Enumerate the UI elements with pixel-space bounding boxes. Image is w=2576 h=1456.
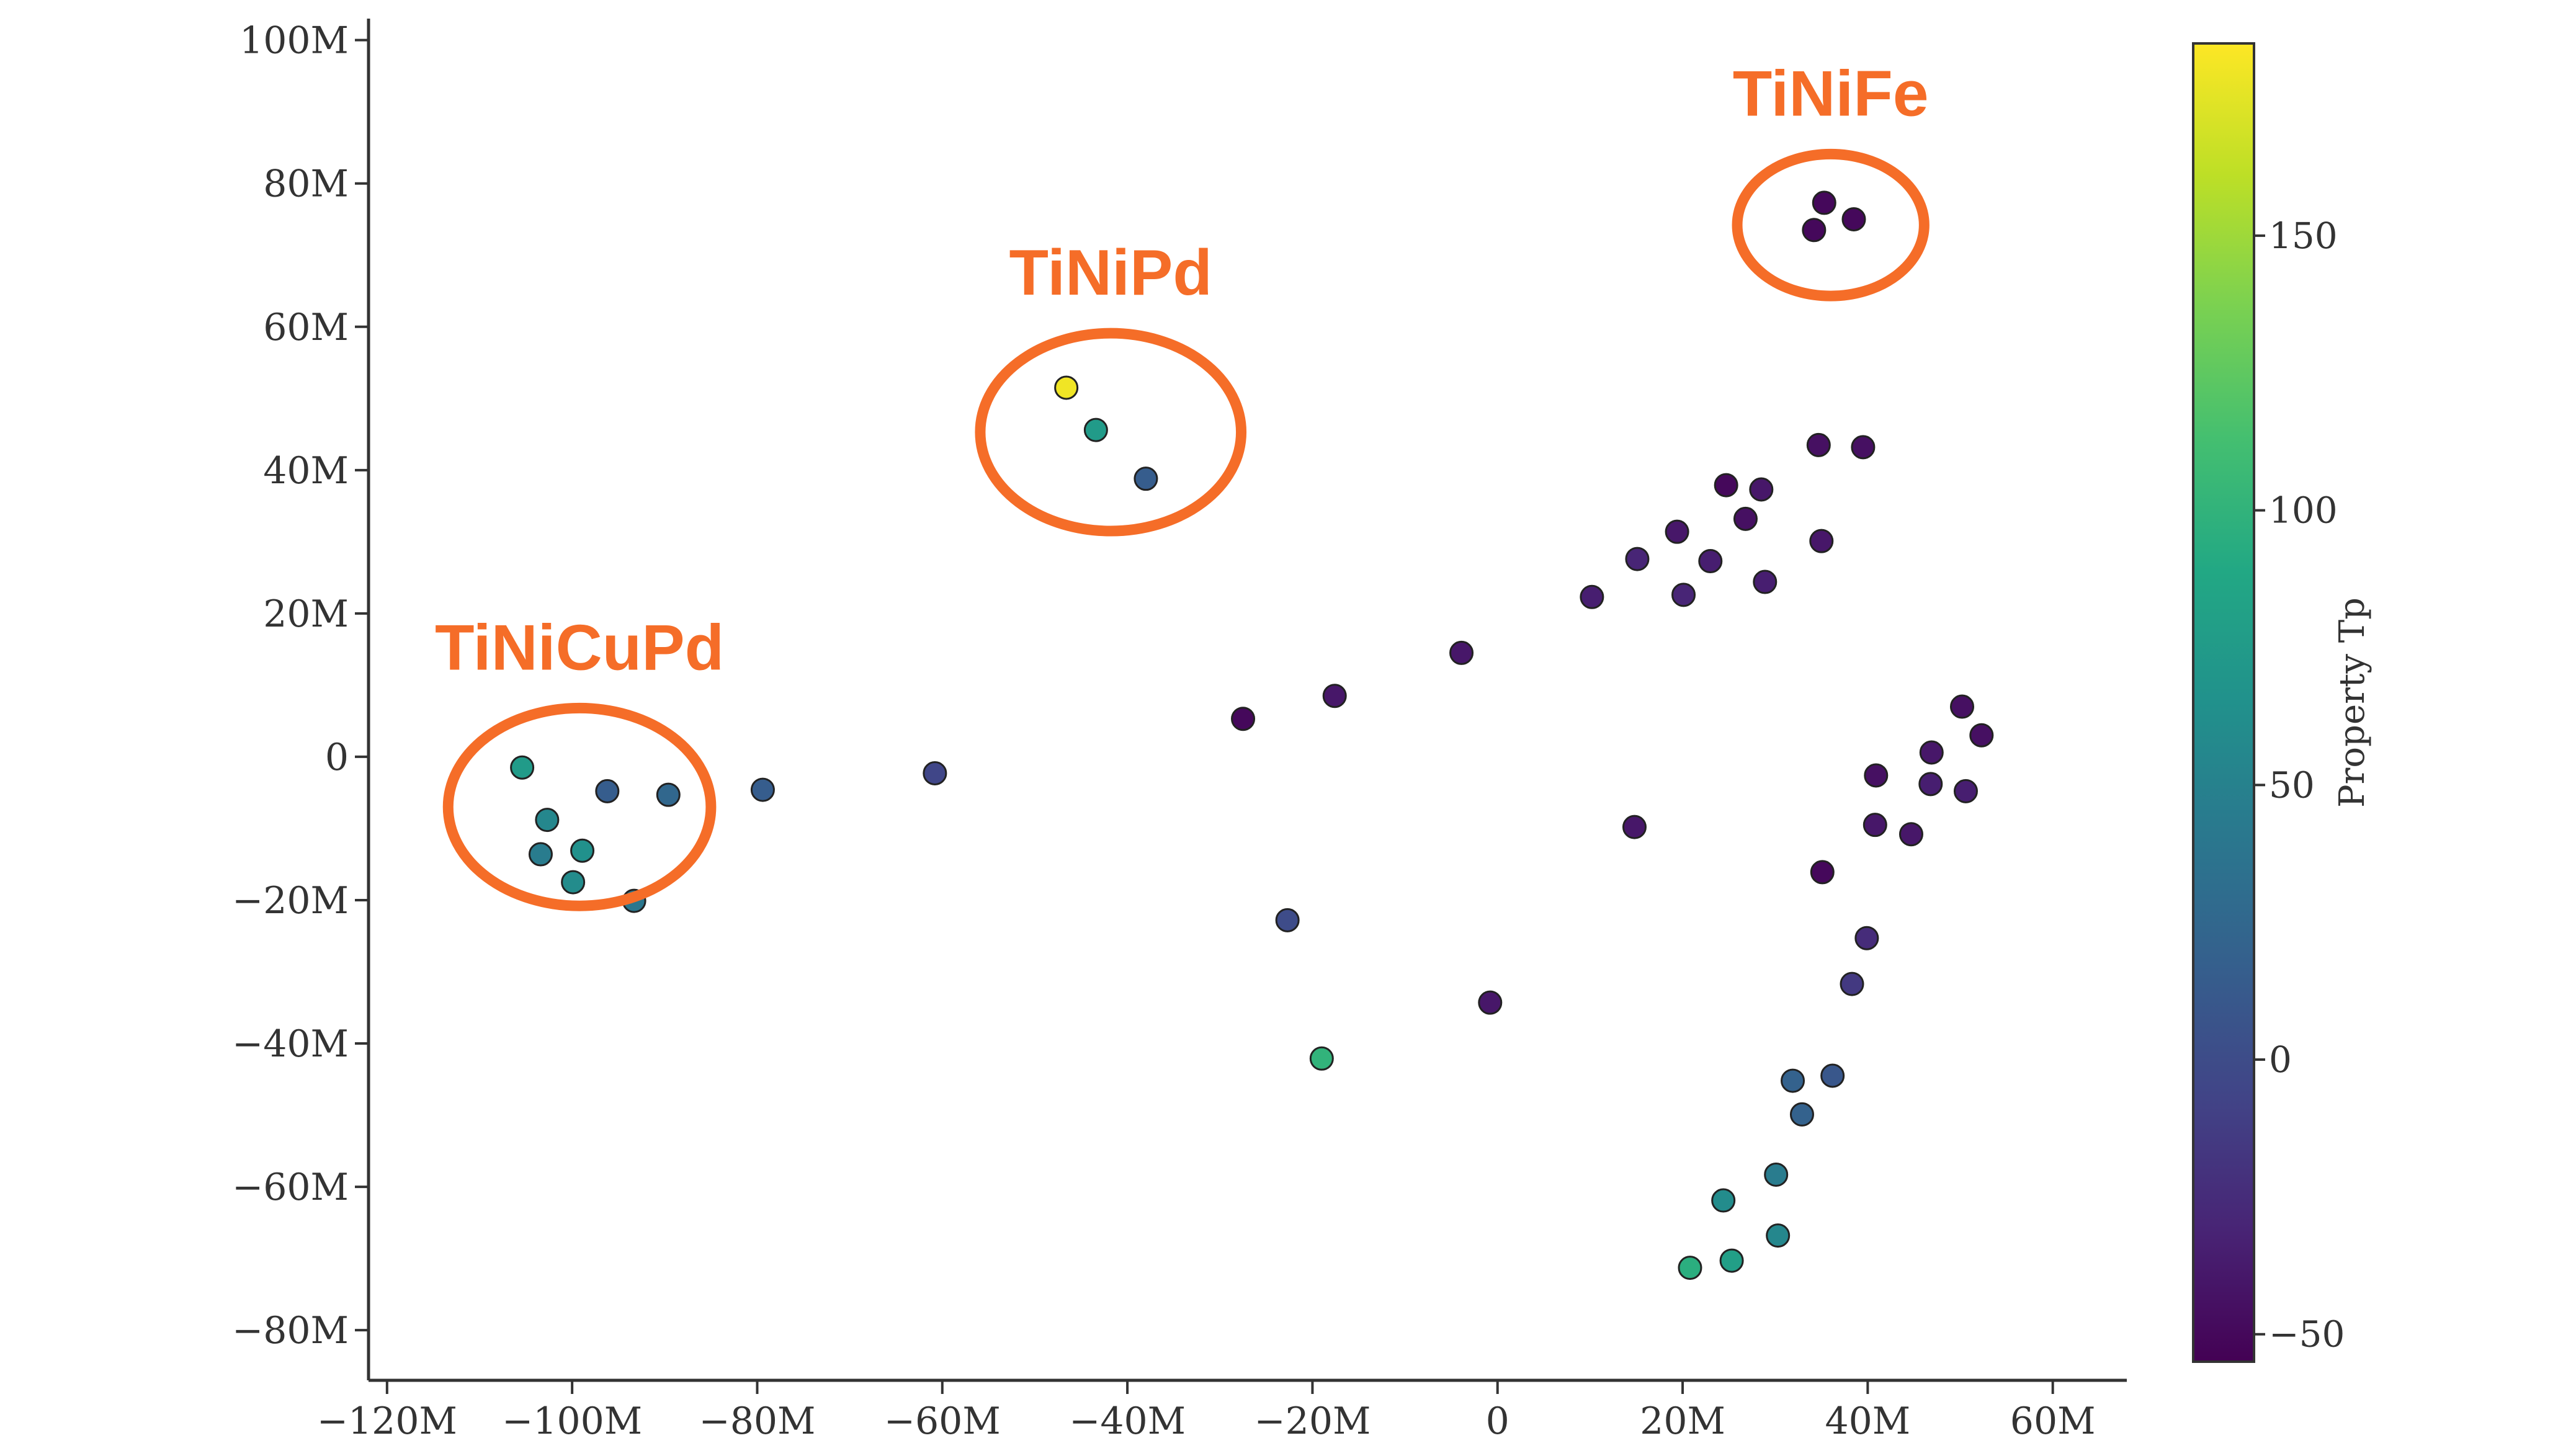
x-tick-label: −80M: [699, 1400, 815, 1443]
data-point: [1671, 583, 1696, 607]
x-tick-label: 60M: [2010, 1400, 2096, 1443]
data-point: [561, 870, 586, 895]
x-tick-label: −40M: [1069, 1400, 1186, 1443]
data-point: [535, 808, 560, 833]
x-tick-label: −120M: [317, 1400, 457, 1443]
data-point: [750, 777, 775, 802]
data-point: [1810, 860, 1835, 885]
colorbar-title: Property Tp: [2332, 597, 2373, 808]
data-point: [1919, 740, 1944, 765]
data-point: [1802, 218, 1827, 243]
annotation-label: TiNiFe: [1733, 58, 1929, 130]
annotation-ellipse: [442, 702, 717, 911]
data-point: [1719, 1248, 1744, 1273]
data-point: [528, 842, 553, 867]
data-point: [1678, 1256, 1702, 1280]
x-tick-label: 40M: [1825, 1400, 1910, 1443]
data-point: [1854, 926, 1879, 950]
data-point: [1054, 375, 1079, 400]
annotation-ellipse: [975, 328, 1247, 537]
data-point: [1806, 432, 1831, 457]
data-point: [1322, 684, 1347, 708]
colorbar-tick-label: 150: [2269, 215, 2338, 257]
x-tick-label: 0: [1486, 1400, 1509, 1443]
data-points: [510, 190, 1994, 1280]
x-tick-label: −20M: [1254, 1400, 1371, 1443]
data-point: [1864, 763, 1889, 788]
data-point: [1969, 723, 1994, 748]
data-point: [1949, 694, 1974, 719]
y-tick-label: 60M: [263, 306, 349, 349]
data-point: [1753, 569, 1778, 594]
data-point: [1714, 473, 1738, 498]
y-tick-label: −40M: [232, 1022, 349, 1066]
data-point: [1449, 640, 1474, 665]
y-tick-label: 100M: [239, 19, 349, 63]
x-tick-label: −100M: [502, 1400, 642, 1443]
data-point: [1478, 990, 1503, 1015]
y-tick-label: −80M: [232, 1309, 349, 1352]
data-point: [1840, 971, 1864, 996]
colorbar-gradient: [2192, 42, 2255, 1363]
annotation-label: TiNiPd: [1009, 237, 1212, 309]
data-point: [1812, 190, 1836, 215]
y-tick-label: −60M: [232, 1166, 349, 1209]
annotations: TiNiCuPd TiNiPd TiNiFe: [435, 58, 1930, 911]
y-tick-label: 0: [325, 736, 349, 779]
data-point: [510, 755, 535, 780]
data-point: [1863, 813, 1887, 837]
data-point: [1953, 779, 1978, 803]
annotation-ellipse: [1732, 148, 1930, 301]
data-point: [1918, 772, 1943, 797]
data-point: [656, 782, 681, 807]
colorbar-tick-label: 0: [2269, 1038, 2292, 1081]
y-tick-label: 40M: [263, 449, 349, 493]
data-point: [1622, 815, 1647, 839]
data-point: [1083, 418, 1108, 442]
data-point: [1665, 519, 1689, 544]
data-point: [1789, 1102, 1814, 1127]
colorbar-tick-label: −50: [2269, 1313, 2345, 1356]
axes: −120M −100M −80M −60M −40M −20M 0 20M 40M 60M 100M…: [232, 19, 2127, 1443]
colorbar-tick-label: 50: [2269, 764, 2315, 806]
colorbar: 150 100 50 0 −50 Property Tp: [2192, 42, 2373, 1363]
x-tick-label: 20M: [1640, 1400, 1725, 1443]
data-point: [1711, 1188, 1736, 1213]
data-point: [1231, 707, 1256, 731]
data-point: [1766, 1223, 1791, 1248]
data-point: [923, 761, 947, 785]
data-point: [1625, 547, 1650, 571]
annotation-label: TiNiCuPd: [435, 612, 724, 684]
colorbar-tick-label: 100: [2269, 489, 2338, 532]
data-point: [1309, 1046, 1334, 1071]
data-point: [595, 779, 620, 803]
data-point: [1809, 529, 1834, 553]
data-point: [1841, 207, 1866, 231]
data-point: [1764, 1162, 1789, 1187]
data-point: [1580, 584, 1604, 609]
data-point: [1733, 506, 1758, 531]
data-point: [1851, 435, 1876, 460]
data-point: [1898, 822, 1923, 847]
data-point: [570, 838, 595, 863]
x-tick-label: −60M: [884, 1400, 1001, 1443]
data-point: [1749, 477, 1774, 502]
y-tick-label: −20M: [232, 879, 349, 922]
y-tick-label: 80M: [263, 163, 349, 206]
data-point: [1820, 1063, 1845, 1088]
y-tick-label: 20M: [263, 592, 349, 636]
data-point: [1275, 908, 1300, 932]
data-point: [1134, 467, 1158, 491]
data-point: [1781, 1068, 1805, 1093]
data-point: [1698, 549, 1723, 574]
